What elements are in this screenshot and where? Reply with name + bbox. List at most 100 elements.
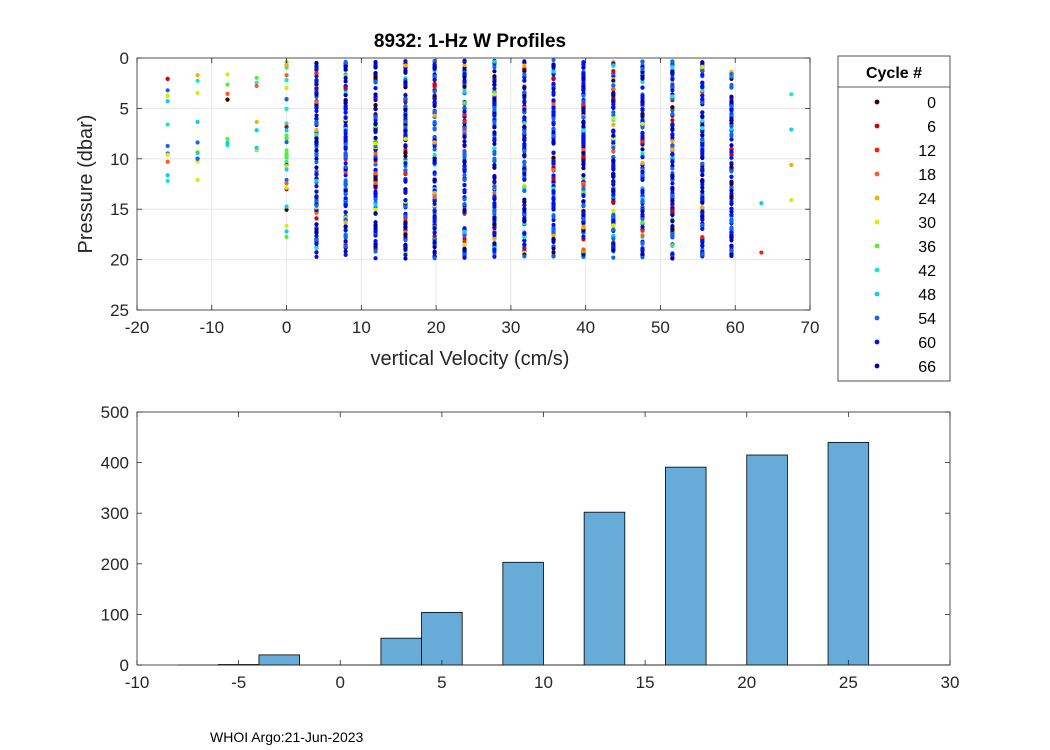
scatter-point [314, 121, 319, 126]
scatter-point [432, 113, 437, 118]
scatter-point [432, 121, 437, 126]
scatter-point [492, 96, 497, 101]
scatter-point [522, 197, 527, 202]
scatter-point [522, 68, 527, 73]
scatter-point [432, 83, 437, 88]
scatter-point [225, 72, 230, 77]
scatter-point [670, 88, 675, 93]
scatter-point [314, 60, 319, 66]
scatter-point [462, 134, 467, 139]
scatter-point [284, 185, 289, 190]
scatter-point [581, 193, 586, 198]
scatter-point [729, 107, 734, 113]
scatter-point [462, 58, 467, 64]
scatter-point [462, 89, 467, 95]
scatter-point [700, 200, 705, 205]
scatter-point [314, 127, 319, 132]
scatter-point [729, 152, 734, 157]
scatter-point [343, 188, 348, 194]
scatter-point [314, 86, 319, 91]
scatter-point [551, 57, 556, 63]
scatter-point [403, 172, 408, 177]
scatter-point [403, 256, 408, 261]
scatter-point [343, 150, 348, 156]
scatter-point [522, 246, 527, 251]
scatter-point [700, 178, 705, 183]
scatter-point [581, 186, 586, 192]
scatter-point [522, 207, 527, 213]
scatter-point [254, 128, 259, 133]
scatter-point [432, 89, 437, 94]
scatter-point [611, 116, 616, 121]
scatter-point [343, 60, 348, 65]
scatter-point [700, 238, 705, 243]
histogram-x-tick-label: -5 [231, 673, 246, 692]
legend-title: Cycle # [866, 65, 922, 82]
scatter-point [522, 121, 527, 126]
scatter-point [670, 135, 675, 140]
scatter-point [581, 210, 586, 215]
legend-marker [874, 267, 880, 273]
scatter-point [729, 234, 734, 239]
scatter-point [522, 78, 527, 83]
scatter-point [729, 188, 734, 193]
scatter-point [284, 97, 289, 102]
scatter-point [462, 139, 467, 144]
scatter-point [432, 158, 437, 163]
scatter-point [581, 65, 586, 70]
scatter-point [640, 59, 645, 64]
scatter-point [700, 205, 705, 210]
scatter-point [165, 159, 170, 164]
scatter-point [640, 173, 645, 178]
scatter-point [314, 105, 319, 111]
scatter-point [195, 78, 200, 83]
scatter-point [165, 143, 170, 149]
scatter-point [640, 209, 645, 214]
scatter-point [373, 107, 378, 112]
scatter-point [729, 243, 734, 248]
histogram-bar [421, 611, 463, 666]
scatter-point [729, 252, 734, 257]
scatter-point [729, 230, 734, 235]
scatter-point [314, 113, 319, 118]
scatter-point [314, 132, 319, 138]
scatter-point [432, 127, 437, 132]
scatter-point [492, 214, 497, 220]
scatter-point [551, 76, 556, 82]
histogram-y-tick-label: 0 [120, 656, 129, 675]
scatter-point [700, 147, 705, 152]
legend-items: 0 6 12 18 24 30 36 42 48 54 60 66 [874, 95, 936, 376]
scatter-point [611, 247, 616, 253]
scatter-point [314, 203, 319, 208]
scatter-point [581, 111, 586, 116]
scatter-point [640, 107, 645, 113]
scatter-point [403, 119, 408, 124]
scatter-point [551, 81, 556, 87]
scatter-point [551, 98, 556, 103]
scatter-point [373, 249, 378, 254]
scatter-point [462, 201, 467, 207]
scatter-point [343, 79, 348, 84]
scatter-point [314, 230, 319, 235]
scatter-point [343, 86, 348, 91]
scatter-point [343, 137, 348, 142]
scatter-point [670, 223, 675, 229]
scatter-point [729, 181, 734, 186]
scatter-point [729, 103, 734, 109]
scatter-point [522, 93, 527, 98]
scatter-point [759, 250, 764, 255]
legend-marker [874, 123, 880, 129]
scatter-point [522, 148, 527, 153]
scatter-point [640, 74, 645, 79]
scatter-point [670, 218, 675, 223]
scatter-point [670, 208, 675, 214]
scatter-point [729, 137, 734, 142]
scatter-x-tick-label: 40 [576, 318, 595, 337]
histogram-y-tick-label: 400 [101, 454, 129, 473]
scatter-point [700, 81, 705, 86]
scatter-point [432, 140, 437, 145]
scatter-x-tick-label: 50 [651, 318, 670, 337]
scatter-point [670, 175, 675, 180]
scatter-point [373, 92, 378, 97]
